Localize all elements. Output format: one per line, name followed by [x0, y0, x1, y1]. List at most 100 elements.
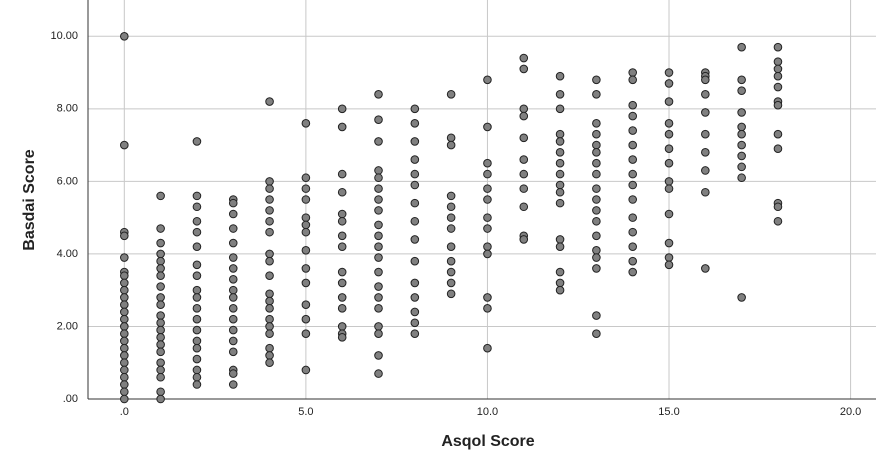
point	[519, 64, 529, 74]
point	[664, 253, 674, 262]
point	[120, 271, 129, 280]
point	[156, 333, 165, 342]
point	[446, 256, 456, 266]
point	[592, 253, 601, 262]
point	[773, 57, 783, 66]
point	[773, 82, 783, 92]
point	[337, 322, 347, 331]
point	[483, 304, 492, 313]
point	[337, 187, 347, 197]
point	[120, 329, 129, 339]
point	[156, 293, 165, 302]
point	[120, 300, 129, 309]
point	[628, 180, 638, 190]
point	[156, 264, 165, 273]
point	[337, 209, 347, 219]
point	[374, 115, 383, 124]
point	[265, 322, 274, 331]
point	[410, 256, 420, 266]
point	[156, 365, 165, 375]
point	[555, 158, 565, 168]
point	[120, 372, 129, 382]
point	[301, 213, 311, 222]
point	[374, 242, 383, 251]
point	[156, 372, 165, 382]
point	[156, 256, 165, 266]
point	[228, 285, 238, 295]
point	[555, 235, 565, 244]
point	[555, 267, 565, 277]
point	[120, 253, 129, 262]
point	[156, 224, 165, 233]
point	[374, 184, 383, 193]
point	[156, 191, 165, 201]
y-tick-label: 6.00	[57, 175, 78, 187]
x-tick-label: 10.0	[477, 406, 498, 418]
point	[265, 304, 274, 313]
point	[337, 293, 347, 302]
point	[664, 158, 674, 168]
point	[192, 304, 202, 313]
point	[446, 140, 456, 150]
point	[737, 151, 746, 161]
point	[410, 293, 420, 302]
point	[374, 267, 383, 277]
point	[410, 180, 420, 190]
point	[410, 278, 420, 288]
point	[337, 267, 347, 277]
point	[120, 322, 129, 331]
point	[192, 242, 202, 251]
point	[120, 231, 129, 241]
point	[737, 129, 746, 139]
y-tick-label: 2.00	[57, 320, 78, 332]
point	[156, 340, 165, 349]
point	[628, 227, 638, 237]
point	[228, 304, 238, 313]
point	[592, 184, 601, 193]
point	[337, 216, 347, 226]
point	[337, 169, 347, 179]
point	[265, 195, 274, 204]
point	[664, 209, 674, 219]
point	[120, 358, 129, 368]
point	[555, 242, 565, 251]
point	[301, 365, 311, 375]
point	[156, 300, 165, 309]
point	[592, 169, 601, 179]
point	[156, 325, 165, 335]
point	[773, 202, 783, 212]
point	[120, 314, 129, 324]
point	[265, 206, 274, 215]
point	[301, 278, 311, 288]
point	[592, 311, 601, 320]
point	[519, 53, 529, 63]
point	[265, 289, 274, 299]
point	[120, 380, 129, 389]
point	[156, 394, 165, 404]
point	[664, 144, 674, 154]
point	[483, 169, 492, 179]
point	[737, 122, 746, 132]
point	[337, 304, 347, 313]
point	[628, 195, 638, 204]
point	[664, 260, 674, 270]
point	[265, 227, 274, 237]
point	[555, 278, 565, 288]
point	[120, 140, 129, 150]
point	[156, 387, 165, 397]
point	[228, 325, 238, 335]
point	[301, 245, 311, 255]
point	[265, 256, 274, 266]
point	[120, 336, 129, 346]
point	[555, 129, 565, 139]
point	[374, 231, 383, 241]
point	[374, 173, 383, 183]
point	[228, 264, 238, 273]
point	[337, 231, 347, 241]
point	[228, 347, 238, 357]
point	[228, 209, 238, 219]
point	[483, 184, 492, 193]
point	[483, 343, 492, 353]
point	[120, 351, 129, 360]
point	[120, 307, 129, 317]
